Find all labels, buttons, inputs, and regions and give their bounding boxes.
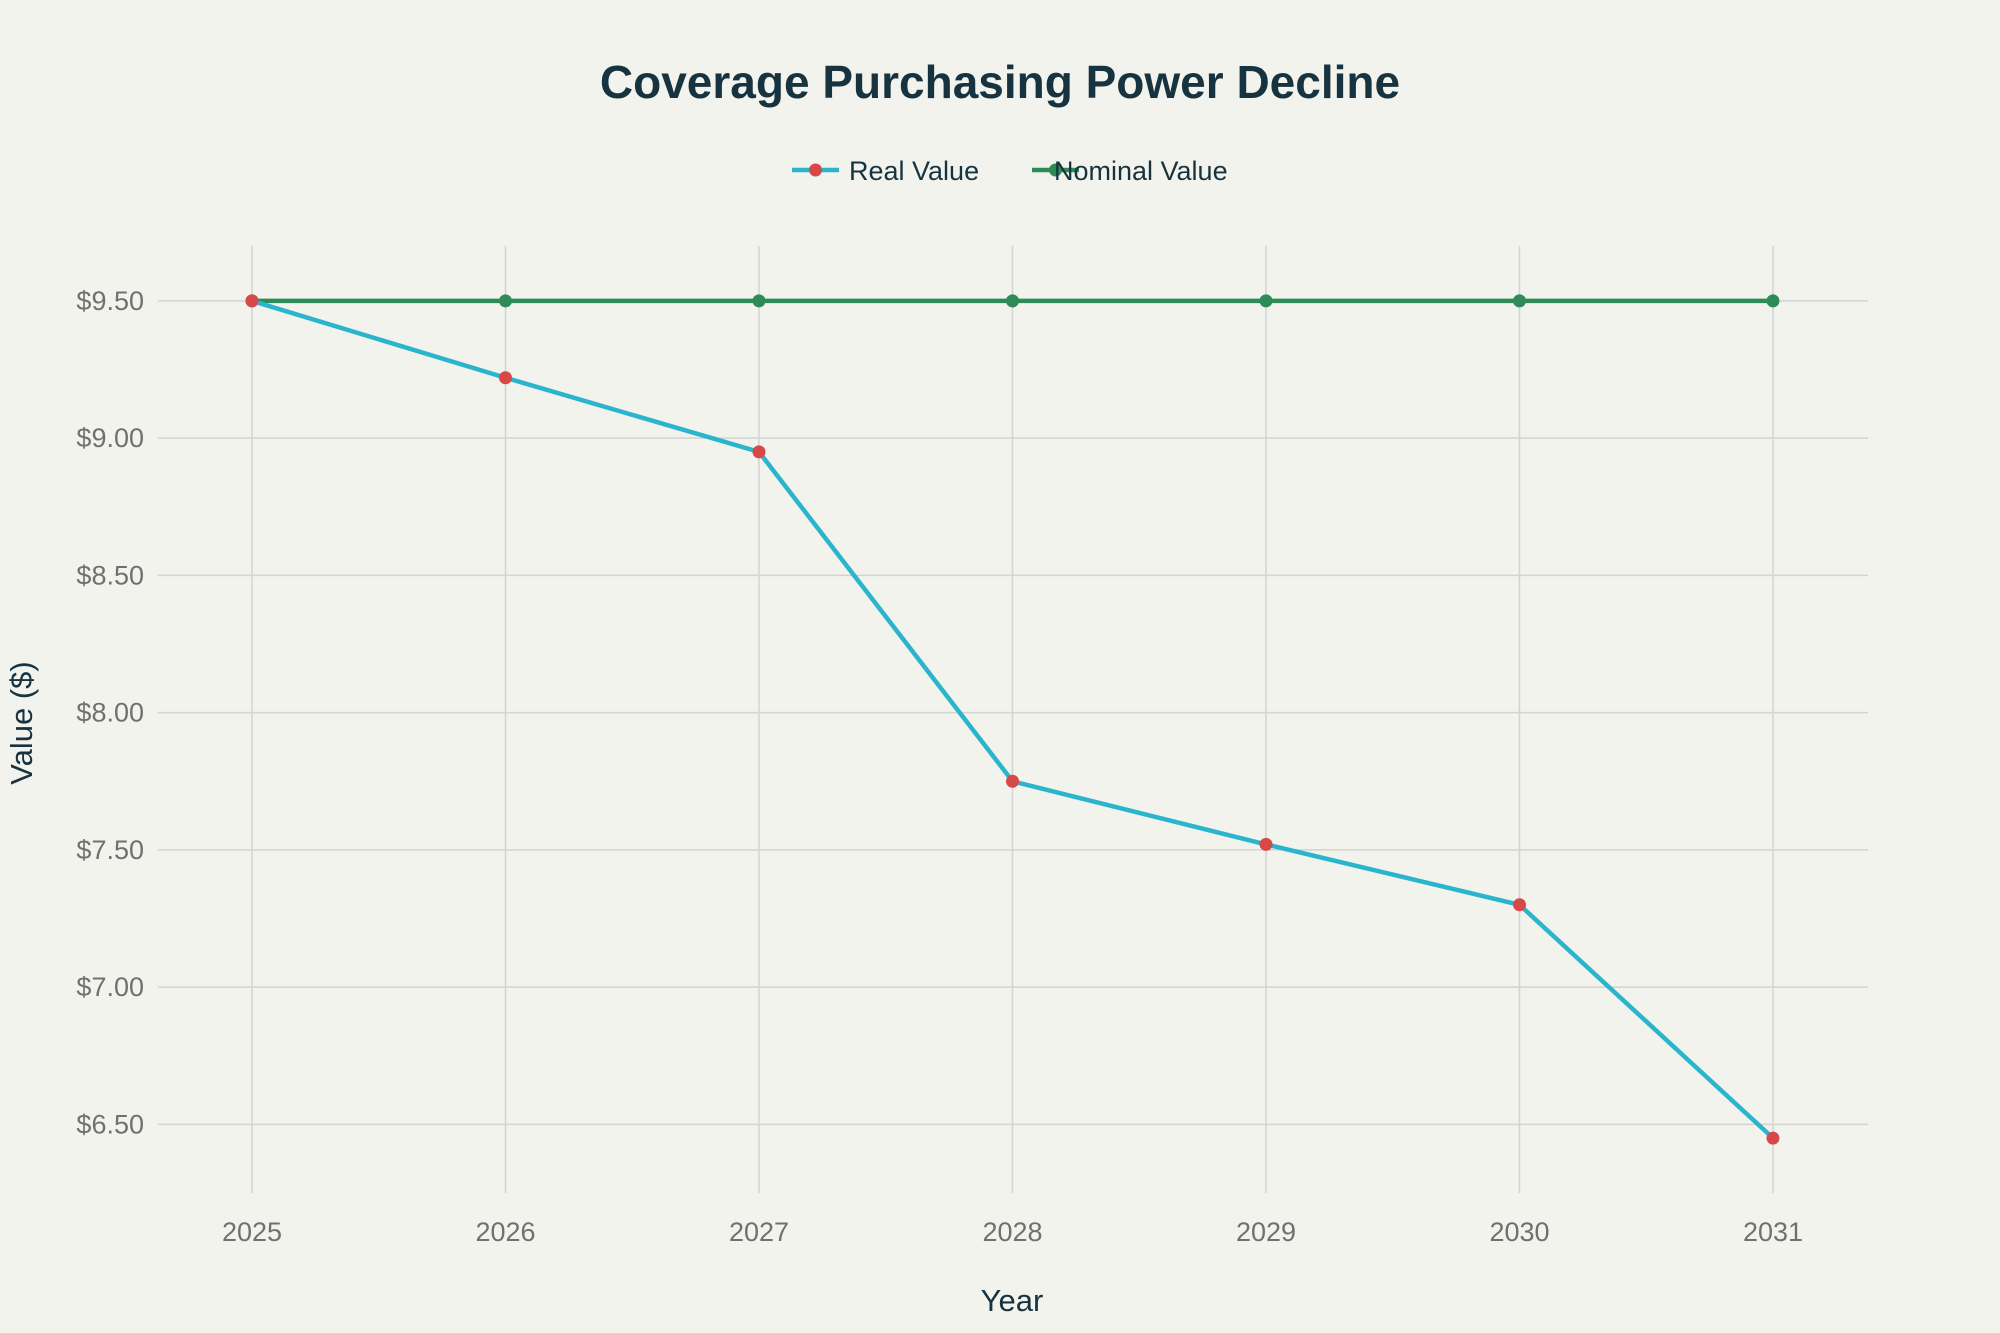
legend-item-nominal-value[interactable]: Nominal Value <box>1032 156 1228 186</box>
y-axis-title: Value ($) <box>4 661 39 785</box>
y-tick-label: $7.50 <box>76 835 144 865</box>
x-tick-label: 2031 <box>1743 1217 1803 1247</box>
data-point[interactable] <box>499 371 512 385</box>
y-tick-label: $7.00 <box>76 972 144 1002</box>
series <box>245 294 1780 1145</box>
y-tick-label: $9.50 <box>76 286 144 316</box>
data-point[interactable] <box>1513 898 1526 912</box>
data-point[interactable] <box>1766 294 1780 308</box>
data-point[interactable] <box>1006 294 1019 308</box>
x-tick-label: 2027 <box>729 1217 789 1247</box>
x-axis-title: Year <box>981 1283 1044 1318</box>
data-point[interactable] <box>1513 294 1526 308</box>
data-point[interactable] <box>752 294 766 308</box>
x-tick-label: 2025 <box>222 1217 282 1247</box>
data-point[interactable] <box>245 294 259 308</box>
y-tick-label: $8.00 <box>76 698 144 728</box>
axis-ticks: $6.50 $7.00 $7.50 $8.00 $8.50 $9.00 $9.50 2025 2… <box>76 286 1803 1247</box>
x-tick-label: 2030 <box>1489 1217 1549 1247</box>
y-tick-label: $9.00 <box>76 423 144 453</box>
series-real-value <box>245 294 1780 1145</box>
y-tick-label: $8.50 <box>76 560 144 590</box>
legend-label: Nominal Value <box>1054 156 1228 186</box>
data-point[interactable] <box>1259 294 1273 308</box>
data-point[interactable] <box>499 294 512 308</box>
x-tick-label: 2029 <box>1236 1217 1296 1247</box>
data-point[interactable] <box>1766 1131 1780 1145</box>
legend-swatch-marker <box>1049 163 1062 177</box>
x-tick-label: 2026 <box>475 1217 535 1247</box>
chart-title: Coverage Purchasing Power Decline <box>600 56 1400 108</box>
grid <box>158 246 1868 1193</box>
data-point[interactable] <box>1006 774 1019 788</box>
series-nominal-value <box>245 294 1780 308</box>
y-tick-label: $6.50 <box>76 1109 144 1139</box>
data-point[interactable] <box>1259 837 1273 851</box>
x-tick-label: 2028 <box>982 1217 1042 1247</box>
legend-swatch-marker <box>809 163 822 177</box>
data-point[interactable] <box>752 445 766 459</box>
legend-label: Real Value <box>849 156 979 186</box>
legend-item-real-value[interactable]: Real Value <box>792 156 979 186</box>
legend[interactable]: Real Value Nominal Value <box>792 156 1228 186</box>
